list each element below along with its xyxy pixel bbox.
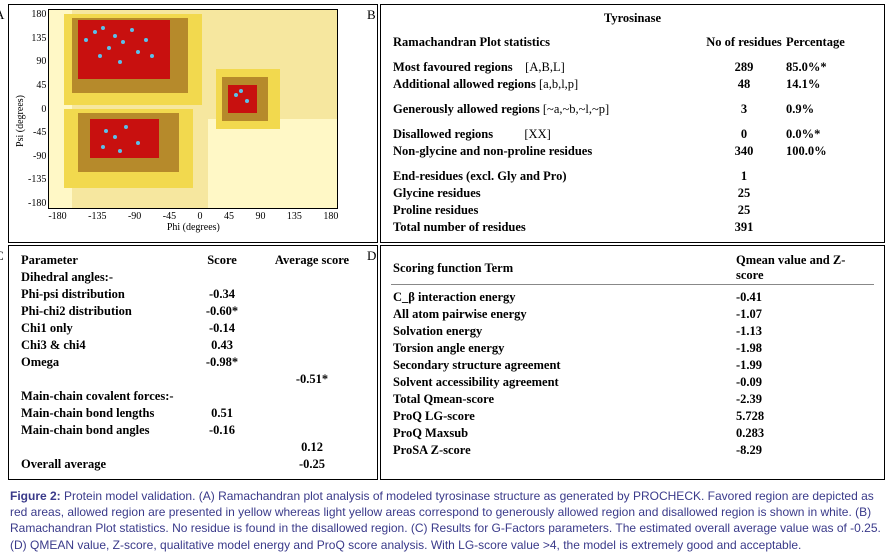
- table-row: Main-chain bond angles-0.16: [19, 422, 367, 439]
- table-row: Total Qmean-score-2.39: [391, 391, 874, 408]
- table-row: Secondary structure agreement-1.99: [391, 357, 874, 374]
- panel-a-label: A: [0, 7, 4, 23]
- table-row: Chi1 only-0.14: [19, 320, 367, 337]
- table-row: Solvent accessibility agreement-0.09: [391, 374, 874, 391]
- rama-x-axis-label: Phi (degrees): [48, 222, 338, 233]
- table-row: Solvation energy-1.13: [391, 323, 874, 340]
- panel-b-title: Tyrosinase: [391, 11, 874, 26]
- caption-text: Protein model validation. (A) Ramachandr…: [10, 489, 881, 552]
- col-statistic: Ramachandran Plot statistics: [391, 34, 704, 51]
- table-row: Chi3 & chi40.43: [19, 337, 367, 354]
- table-row: ProQ LG-score5.728: [391, 408, 874, 425]
- table-row: Phi-chi2 distribution-0.60*: [19, 303, 367, 320]
- figure-grid: A Psi (degrees) 180 135 90 45 0 -45 -90 …: [0, 0, 893, 480]
- col-parameter: Parameter: [19, 252, 187, 269]
- gfactors-table: Parameter Score Average score Dihedral a…: [19, 252, 367, 473]
- panel-b: B Tyrosinase Ramachandran Plot statistic…: [380, 4, 885, 243]
- caption-lead: Figure 2:: [10, 489, 61, 503]
- table-row: Generously allowed regions [~a,~b,~l,~p]…: [391, 101, 874, 118]
- table-row: End-residues (excl. Gly and Pro)1: [391, 168, 874, 185]
- rama-y-ticks: 180 135 90 45 0 -45 -90 -135 -180: [28, 9, 48, 209]
- table-row: Proline residues25: [391, 202, 874, 219]
- panel-a: A Psi (degrees) 180 135 90 45 0 -45 -90 …: [8, 4, 378, 243]
- table-row: All atom pairwise energy-1.07: [391, 306, 874, 323]
- panel-b-label: B: [367, 7, 376, 23]
- table-row: Phi-psi distribution-0.34: [19, 286, 367, 303]
- figure-caption: Figure 2: Protein model validation. (A) …: [0, 480, 893, 559]
- col-qmean-value: Qmean value and Z-score: [734, 252, 874, 285]
- table-row: Disallowed regions [XX]00.0%*: [391, 126, 874, 143]
- table-row: C_β interaction energy-0.41: [391, 289, 874, 306]
- table-row: ProQ Maxsub0.283: [391, 425, 874, 442]
- table-row: Total number of residues391: [391, 219, 874, 236]
- col-percentage: Percentage: [784, 34, 874, 51]
- table-row: Most favoured regions [A,B,L]28985.0%*: [391, 59, 874, 76]
- panel-c: C Parameter Score Average score Dihedral…: [8, 245, 378, 480]
- panel-d-label: D: [367, 248, 376, 264]
- panel-d: D Scoring function Term Qmean value and …: [380, 245, 885, 480]
- col-average-score: Average score: [257, 252, 367, 269]
- table-row: Additional allowed regions [a,b,l,p]4814…: [391, 76, 874, 93]
- table-row: Torsion angle energy-1.98: [391, 340, 874, 357]
- table-row: ProSA Z-score-8.29: [391, 442, 874, 459]
- col-score: Score: [187, 252, 257, 269]
- rama-y-axis-label: Psi (degrees): [13, 95, 28, 147]
- col-no-residues: No of residues: [704, 34, 784, 51]
- table-row: Non-glycine and non-proline residues3401…: [391, 143, 874, 160]
- table-row: Omega-0.98*: [19, 354, 367, 371]
- rama-x-ticks: -180 -135 -90 -45 0 45 90 135 180: [48, 209, 338, 222]
- col-scoring-term: Scoring function Term: [391, 252, 734, 285]
- ramachandran-stats-table: Ramachandran Plot statistics No of resid…: [391, 34, 874, 236]
- panel-c-label: C: [0, 248, 4, 264]
- qmean-table: Scoring function Term Qmean value and Z-…: [391, 252, 874, 459]
- ramachandran-plot: [48, 9, 338, 209]
- table-row: Glycine residues25: [391, 185, 874, 202]
- table-row: Main-chain bond lengths0.51: [19, 405, 367, 422]
